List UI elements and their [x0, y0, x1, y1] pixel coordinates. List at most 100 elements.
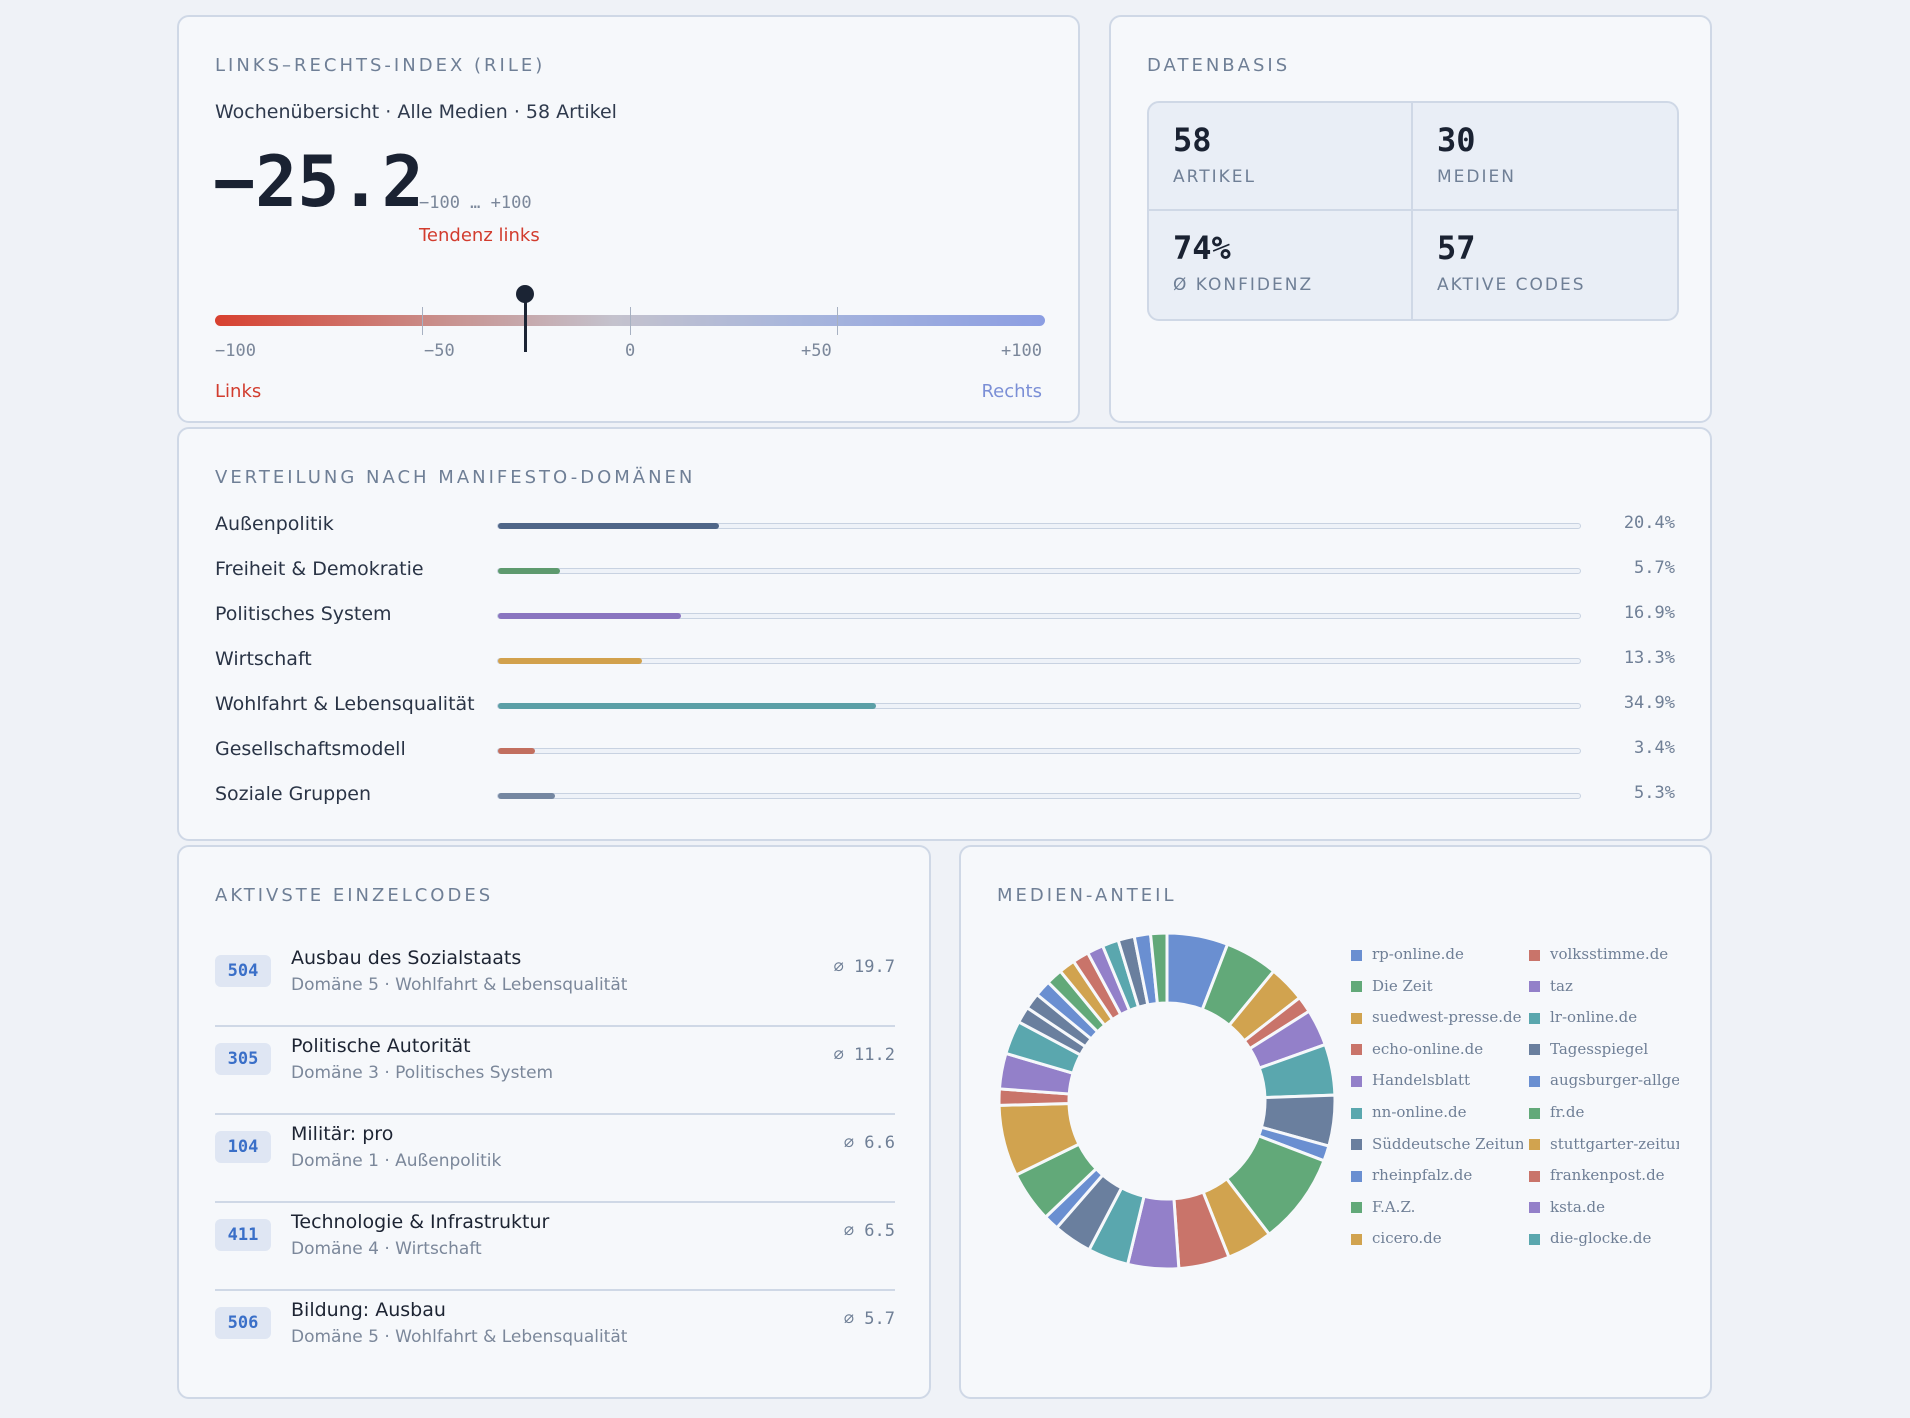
rile-title: LINKS–RECHTS-INDEX (RILE) — [215, 55, 546, 76]
rile-subtitle: Wochenübersicht · Alle Medien · 58 Artik… — [215, 101, 617, 123]
rile-marker-dot — [516, 285, 535, 303]
rile-marker-line — [523, 293, 527, 352]
scale-tick — [422, 307, 423, 335]
legend-label: Handelsblatt — [1372, 1071, 1471, 1090]
domain-pct: 20.4% — [1623, 513, 1675, 533]
domain-bar-fill — [498, 613, 681, 619]
code-domain: Domäne 5 · Wohlfahrt & Lebensqualität — [291, 975, 628, 995]
legend-label: ksta.de — [1550, 1197, 1606, 1216]
legend-item[interactable]: augsburger-allgem — [1529, 1071, 1679, 1091]
legend-label: augsburger-allgem — [1550, 1071, 1679, 1090]
legend-item[interactable]: taz — [1529, 977, 1679, 997]
legend-label: cicero.de — [1372, 1229, 1442, 1248]
domain-label: Politisches System — [215, 603, 392, 625]
code-name: Politische Autorität — [291, 1035, 471, 1057]
legend-label: Die Zeit — [1372, 976, 1433, 995]
codes-card: AKTIVSTE EINZELCODES 504 Ausbau des Sozi… — [177, 845, 931, 1399]
stat-value: 57 — [1437, 229, 1476, 267]
stat-artikel: 58 ARTIKEL — [1149, 103, 1413, 211]
domain-bar-fill — [498, 748, 535, 754]
code-score: ⌀ 11.2 — [833, 1045, 895, 1065]
legend-item[interactable]: Handelsblatt — [1351, 1071, 1523, 1091]
legend-swatch — [1529, 1044, 1540, 1056]
code-name: Ausbau des Sozialstaats — [291, 947, 522, 969]
domain-row: Freiheit & Demokratie 5.7% — [215, 558, 1675, 588]
legend-swatch — [1529, 1139, 1540, 1151]
domain-row: Wohlfahrt & Lebensqualität 34.9% — [215, 693, 1675, 723]
rile-range: −100 … +100 — [419, 193, 532, 213]
code-domain: Domäne 4 · Wirtschaft — [291, 1239, 482, 1259]
domain-pct: 16.9% — [1623, 603, 1675, 623]
media-donut-chart — [997, 931, 1337, 1271]
legend-item[interactable]: rheinpfalz.de — [1351, 1166, 1523, 1186]
code-domain: Domäne 5 · Wohlfahrt & Lebensqualität — [291, 1327, 628, 1347]
legend-swatch — [1529, 1170, 1540, 1182]
code-name: Technologie & Infrastruktur — [291, 1211, 550, 1233]
stat-value: 74% — [1173, 229, 1231, 267]
legend-label: stuttgarter-zeitung. — [1550, 1134, 1679, 1153]
legend-item[interactable]: fr.de — [1529, 1103, 1679, 1123]
legend-item[interactable]: F.A.Z. — [1351, 1198, 1523, 1218]
stat-label: ARTIKEL — [1173, 167, 1256, 187]
code-score: ⌀ 6.6 — [843, 1133, 895, 1153]
media-legend: rp-online.de Die Zeit suedwest-presse.de ec… — [1351, 945, 1691, 1305]
legend-item[interactable]: Tagesspiegel — [1529, 1040, 1679, 1060]
legend-item[interactable]: Süddeutsche Zeitung — [1351, 1135, 1523, 1155]
legend-item[interactable]: ksta.de — [1529, 1198, 1679, 1218]
domain-bar-track — [497, 523, 1581, 529]
tick-label-min: −100 — [215, 341, 256, 361]
legend-swatch — [1351, 1202, 1362, 1214]
code-row[interactable]: 504 Ausbau des Sozialstaats Domäne 5 · W… — [215, 939, 895, 1027]
code-score: ⌀ 19.7 — [833, 957, 895, 977]
domain-row: Politisches System 16.9% — [215, 603, 1675, 633]
code-score: ⌀ 5.7 — [843, 1309, 895, 1329]
rile-value: −25.2 — [213, 141, 424, 223]
stat-label: Ø KONFIDENZ — [1173, 275, 1314, 295]
legend-label: rp-online.de — [1372, 945, 1464, 963]
stat-label: AKTIVE CODES — [1437, 275, 1586, 295]
legend-item[interactable]: suedwest-presse.de — [1351, 1008, 1523, 1028]
code-badge: 305 — [215, 1043, 271, 1075]
legend-swatch — [1351, 1107, 1362, 1119]
legend-item[interactable]: Die Zeit — [1351, 977, 1523, 997]
legend-item[interactable]: echo-online.de — [1351, 1040, 1523, 1060]
legend-item[interactable]: volksstimme.de — [1529, 945, 1679, 965]
code-row[interactable]: 506 Bildung: Ausbau Domäne 5 · Wohlfahrt… — [215, 1291, 895, 1379]
domain-label: Außenpolitik — [215, 513, 334, 535]
domain-bar-fill — [498, 568, 560, 574]
legend-item[interactable]: frankenpost.de — [1529, 1166, 1679, 1186]
legend-item[interactable]: lr-online.de — [1529, 1008, 1679, 1028]
legend-item[interactable]: cicero.de — [1351, 1229, 1523, 1249]
domain-label: Freiheit & Demokratie — [215, 558, 424, 580]
legend-label: Tagesspiegel — [1550, 1039, 1649, 1058]
rile-scale-bar — [215, 285, 1045, 352]
code-row[interactable]: 104 Militär: pro Domäne 1 · Außenpolitik… — [215, 1115, 895, 1203]
legend-item[interactable]: die-glocke.de — [1529, 1229, 1679, 1249]
domain-label: Soziale Gruppen — [215, 783, 372, 805]
legend-swatch — [1351, 1044, 1362, 1056]
code-row[interactable]: 305 Politische Autorität Domäne 3 · Poli… — [215, 1027, 895, 1115]
domain-pct: 34.9% — [1623, 693, 1675, 713]
legend-label: taz — [1550, 976, 1573, 995]
legend-swatch — [1351, 1139, 1362, 1151]
domain-pct: 5.3% — [1634, 783, 1675, 803]
legend-label: frankenpost.de — [1550, 1166, 1665, 1185]
scale-tick — [837, 307, 838, 335]
code-row[interactable]: 411 Technologie & Infrastruktur Domäne 4… — [215, 1203, 895, 1291]
legend-item[interactable]: nn-online.de — [1351, 1103, 1523, 1123]
domain-bar-track — [497, 658, 1581, 664]
stat-value: 58 — [1173, 121, 1212, 159]
legend-item[interactable]: rp-online.de — [1351, 945, 1523, 965]
domain-row: Gesellschaftsmodell 3.4% — [215, 738, 1675, 768]
legend-item[interactable]: stuttgarter-zeitung. — [1529, 1135, 1679, 1155]
code-name: Bildung: Ausbau — [291, 1299, 446, 1321]
code-score: ⌀ 6.5 — [843, 1221, 895, 1241]
donut-slice[interactable] — [1148, 931, 1169, 1006]
domain-label: Wirtschaft — [215, 648, 312, 670]
domain-pct: 5.7% — [1634, 558, 1675, 578]
stat-konfidenz: 74% Ø KONFIDENZ — [1149, 211, 1413, 319]
legend-label: die-glocke.de — [1550, 1229, 1652, 1248]
scale-tick — [630, 307, 631, 335]
legend-label: Süddeutsche Zeitung — [1372, 1134, 1523, 1153]
domain-bar-fill — [498, 703, 876, 709]
